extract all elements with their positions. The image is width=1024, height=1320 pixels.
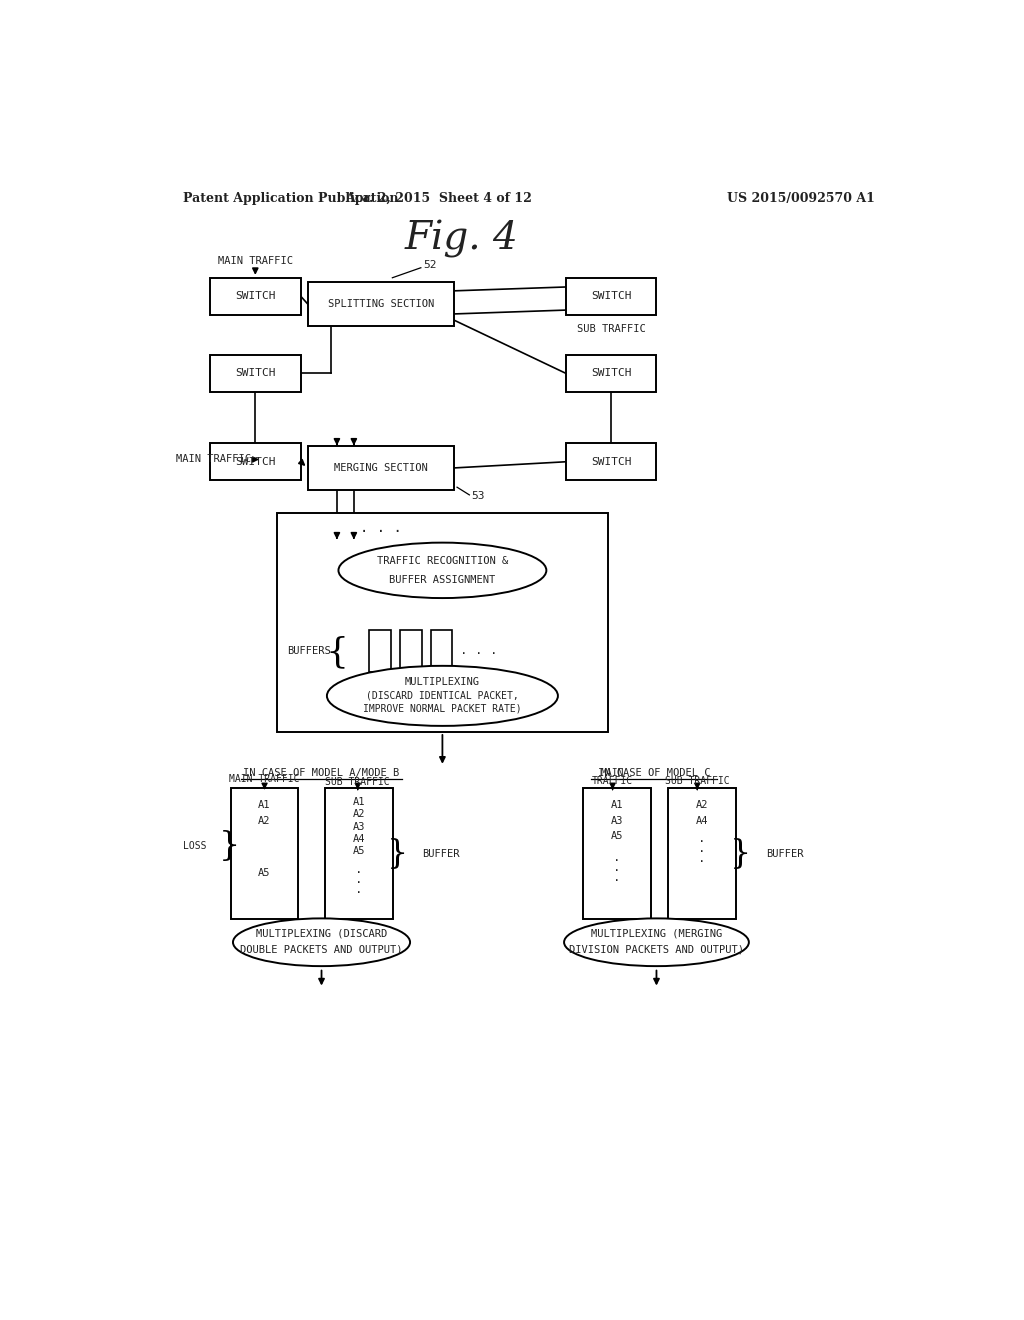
Text: SWITCH: SWITCH — [236, 368, 275, 379]
Text: .: . — [613, 851, 621, 865]
Text: US 2015/0092570 A1: US 2015/0092570 A1 — [726, 191, 874, 205]
Ellipse shape — [564, 919, 749, 966]
Text: A3: A3 — [611, 816, 624, 825]
Text: Fig. 4: Fig. 4 — [404, 220, 518, 259]
Text: BUFFER ASSIGNMENT: BUFFER ASSIGNMENT — [389, 574, 496, 585]
Text: SUB TRAFFIC: SUB TRAFFIC — [326, 777, 390, 787]
Text: LOSS: LOSS — [182, 841, 206, 851]
Text: .: . — [355, 873, 362, 886]
Text: MULTIPLEXING: MULTIPLEXING — [404, 677, 480, 686]
Text: A5: A5 — [611, 832, 624, 841]
Text: 53: 53 — [471, 491, 484, 502]
Text: SPLITTING SECTION: SPLITTING SECTION — [328, 298, 434, 309]
Ellipse shape — [327, 665, 558, 726]
Bar — [584, 788, 651, 919]
Text: IN CASE OF MODEL A/MODE B: IN CASE OF MODEL A/MODE B — [244, 768, 399, 777]
Text: A3: A3 — [353, 822, 366, 832]
Bar — [400, 630, 422, 672]
Text: .: . — [698, 842, 706, 855]
Text: .: . — [698, 832, 706, 845]
Ellipse shape — [339, 543, 547, 598]
Text: .: . — [698, 851, 706, 865]
Bar — [210, 355, 301, 392]
Bar — [326, 788, 393, 919]
Bar — [230, 788, 298, 919]
Bar — [565, 277, 656, 314]
Bar — [307, 446, 454, 490]
Text: (DISCARD IDENTICAL PACKET,: (DISCARD IDENTICAL PACKET, — [366, 690, 519, 701]
Text: A2: A2 — [695, 800, 709, 810]
Bar — [276, 512, 608, 733]
Text: A1: A1 — [611, 800, 624, 810]
Text: DIVISION PACKETS AND OUTPUT): DIVISION PACKETS AND OUTPUT) — [569, 945, 744, 954]
Text: }: } — [730, 838, 751, 870]
Bar — [370, 630, 391, 672]
Text: .: . — [613, 861, 621, 874]
Text: . . .: . . . — [359, 521, 401, 535]
Bar — [668, 788, 736, 919]
Ellipse shape — [233, 919, 410, 966]
Text: MAIN TRAFFIC: MAIN TRAFFIC — [229, 774, 300, 784]
Bar — [565, 444, 656, 480]
Text: MULTIPLEXING (MERGING: MULTIPLEXING (MERGING — [591, 928, 722, 939]
Text: .: . — [355, 883, 362, 896]
Text: A5: A5 — [258, 869, 270, 878]
Text: MAIN TRAFFIC: MAIN TRAFFIC — [176, 454, 252, 465]
Text: }: } — [218, 830, 240, 862]
Text: BUFFERS: BUFFERS — [287, 647, 331, 656]
Text: SWITCH: SWITCH — [591, 368, 631, 379]
Text: BUFFER: BUFFER — [422, 849, 460, 859]
Text: A4: A4 — [353, 834, 366, 843]
Text: }: } — [387, 838, 409, 870]
Text: SWITCH: SWITCH — [236, 292, 275, 301]
Text: TRAFFIC: TRAFFIC — [592, 776, 633, 785]
Text: MAIN TRAFFIC: MAIN TRAFFIC — [218, 256, 293, 265]
Text: MULTIPLEXING (DISCARD: MULTIPLEXING (DISCARD — [256, 928, 387, 939]
Text: A1: A1 — [353, 797, 366, 807]
Text: Apr. 2, 2015  Sheet 4 of 12: Apr. 2, 2015 Sheet 4 of 12 — [345, 191, 532, 205]
Text: A2: A2 — [258, 816, 270, 825]
Bar — [307, 281, 454, 326]
Text: A2: A2 — [353, 809, 366, 820]
Text: SWITCH: SWITCH — [591, 292, 631, 301]
Text: Patent Application Publication: Patent Application Publication — [183, 191, 398, 205]
Text: MERGING SECTION: MERGING SECTION — [334, 463, 428, 473]
Text: {: { — [326, 636, 348, 669]
Bar — [431, 630, 453, 672]
Text: SWITCH: SWITCH — [236, 457, 275, 467]
Text: IN CASE OF MODEL C: IN CASE OF MODEL C — [598, 768, 711, 777]
Text: MAIN: MAIN — [601, 768, 625, 777]
Text: A1: A1 — [258, 800, 270, 810]
Text: BUFFER: BUFFER — [767, 849, 804, 859]
Bar — [565, 355, 656, 392]
Text: . . .: . . . — [460, 644, 498, 657]
Text: SUB TRAFFIC: SUB TRAFFIC — [665, 776, 729, 785]
Text: A4: A4 — [695, 816, 709, 825]
Bar — [210, 444, 301, 480]
Text: .: . — [613, 871, 621, 884]
Text: SWITCH: SWITCH — [591, 457, 631, 467]
Text: SUB TRAFFIC: SUB TRAFFIC — [577, 323, 645, 334]
Text: DOUBLE PACKETS AND OUTPUT): DOUBLE PACKETS AND OUTPUT) — [241, 945, 402, 954]
Text: TRAFFIC RECOGNITION &: TRAFFIC RECOGNITION & — [377, 556, 508, 566]
Text: .: . — [355, 862, 362, 875]
Text: IMPROVE NORMAL PACKET RATE): IMPROVE NORMAL PACKET RATE) — [364, 704, 521, 714]
Text: 52: 52 — [423, 260, 436, 269]
Text: A5: A5 — [353, 846, 366, 857]
Bar — [210, 277, 301, 314]
